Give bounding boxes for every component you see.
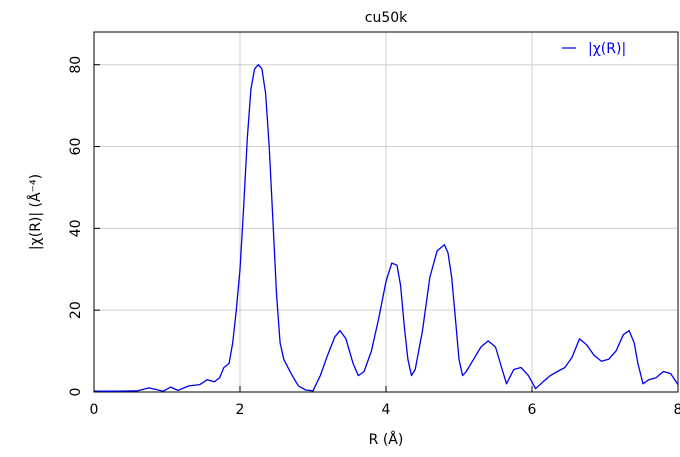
y-tick-label: 80	[68, 56, 84, 74]
x-tick-label: 8	[674, 402, 680, 418]
chart-title: cu50k	[365, 10, 408, 26]
y-tick-label: 60	[68, 138, 84, 156]
y-tick-label: 20	[68, 301, 84, 319]
series-layer	[94, 64, 679, 392]
series-line	[94, 64, 679, 392]
y-tick-label: 0	[68, 388, 84, 397]
x-tick-label: 6	[528, 402, 537, 418]
y-tick-label: 40	[68, 219, 84, 237]
x-tick-label: 4	[382, 402, 391, 418]
legend: |χ(R)|	[562, 41, 626, 57]
y-axis-title: |χ(R)| (Å⁻⁴)	[27, 174, 44, 250]
legend-label: |χ(R)|	[588, 41, 626, 57]
x-tick-label: 0	[90, 402, 99, 418]
x-tick-label: 2	[236, 402, 245, 418]
x-axis-title: R (Å)	[369, 431, 404, 448]
grid	[94, 32, 678, 393]
